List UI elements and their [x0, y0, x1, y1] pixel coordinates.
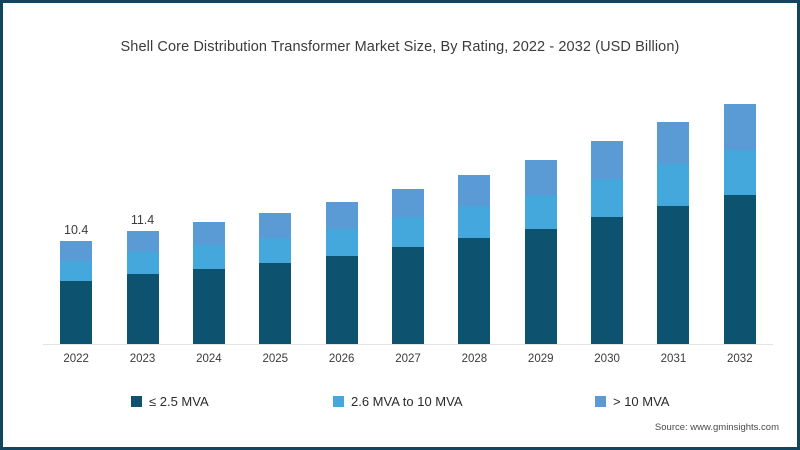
- x-tick-2032: 2032: [727, 353, 753, 365]
- bar-segment-2-6-to-10-mva: [723, 149, 756, 196]
- bar-column-2029: [524, 159, 557, 344]
- bar-segment-up-to-2-5-mva: [392, 246, 424, 344]
- bar-segment-2-6-to-10-mva: [524, 194, 557, 230]
- bar-segment-2-6-to-10-mva: [458, 206, 491, 239]
- bar-segment-up-to-2-5-mva: [60, 280, 93, 344]
- bar-segment-above-10-mva: [126, 231, 159, 252]
- legend-item-3[interactable]: > 10 MVA: [595, 394, 669, 409]
- x-tick-2029: 2029: [527, 353, 554, 365]
- legend-label-2: 2.6 MVA to 10 MVA: [351, 394, 463, 409]
- legend-swatch-icon-2: [333, 396, 344, 407]
- bar-segment-up-to-2-5-mva: [723, 195, 756, 344]
- bar-segment-above-10-mva: [392, 188, 424, 218]
- bar-segment-above-10-mva: [657, 122, 690, 164]
- legend-item-2[interactable]: 2.6 MVA to 10 MVA: [333, 394, 463, 409]
- x-tick-2024: 2024: [196, 353, 222, 365]
- bar-segment-2-6-to-10-mva: [192, 244, 225, 269]
- bar-segment-above-10-mva: [192, 222, 225, 245]
- bar-segment-2-6-to-10-mva: [591, 178, 624, 218]
- bar-column-2025: [259, 213, 292, 344]
- bar-segment-2-6-to-10-mva: [392, 217, 424, 247]
- bar-segment-2-6-to-10-mva: [657, 163, 690, 207]
- bar-segment-up-to-2-5-mva: [126, 273, 159, 344]
- x-tick-2022: 2022: [63, 353, 89, 365]
- bar-segment-up-to-2-5-mva: [657, 206, 690, 344]
- bar-segment-2-6-to-10-mva: [126, 251, 159, 274]
- bar-column-2027: [392, 188, 424, 344]
- bar-segment-up-to-2-5-mva: [458, 238, 491, 344]
- bar-segment-up-to-2-5-mva: [524, 229, 557, 344]
- x-tick-2028: 2028: [461, 353, 488, 365]
- legend-swatch-icon-3: [595, 396, 606, 407]
- bar-column-2023: 11.4: [126, 213, 159, 344]
- bar-segment-up-to-2-5-mva: [325, 255, 358, 344]
- x-tick-2031: 2031: [660, 353, 687, 365]
- bar-value-label-2023: 11.4: [130, 213, 155, 228]
- bar-segment-above-10-mva: [60, 241, 93, 261]
- bar-segment-2-6-to-10-mva: [60, 260, 93, 281]
- bar-column-2031: [657, 122, 690, 344]
- x-tick-2025: 2025: [262, 353, 289, 365]
- bar-segment-up-to-2-5-mva: [591, 217, 624, 344]
- bar-segment-above-10-mva: [458, 174, 491, 207]
- legend-item-1[interactable]: ≤ 2.5 MVA: [131, 394, 209, 409]
- x-axis-baseline: [43, 344, 773, 345]
- source-attribution: Source: www.gminsights.com: [654, 422, 779, 433]
- bar-column-2030: [591, 141, 624, 344]
- bar-segment-up-to-2-5-mva: [192, 268, 225, 344]
- x-tick-2026: 2026: [328, 353, 355, 365]
- bar-column-2032: [723, 104, 756, 344]
- bar-column-2022: 10.4: [60, 223, 93, 344]
- bar-segment-up-to-2-5-mva: [259, 262, 292, 344]
- chart-title: Shell Core Distribution Transformer Mark…: [120, 39, 680, 55]
- bar-segment-above-10-mva: [723, 104, 756, 150]
- bar-segment-2-6-to-10-mva: [325, 229, 358, 256]
- legend-label-3: > 10 MVA: [613, 394, 670, 409]
- bar-segment-above-10-mva: [325, 202, 358, 230]
- bar-column-2026: [325, 202, 358, 344]
- bar-column-2024: [192, 222, 225, 344]
- bar-segment-2-6-to-10-mva: [259, 238, 292, 263]
- legend-label-1: ≤ 2.5 MVA: [149, 394, 209, 409]
- legend-swatch-icon-1: [131, 396, 142, 407]
- bar-value-label-2022: 10.4: [64, 223, 89, 238]
- bar-segment-above-10-mva: [524, 159, 557, 195]
- bar-column-2028: [458, 174, 491, 344]
- bar-segment-above-10-mva: [591, 141, 624, 179]
- bar-segment-above-10-mva: [259, 213, 292, 239]
- x-tick-2027: 2027: [395, 353, 421, 365]
- x-tick-2023: 2023: [129, 353, 156, 365]
- x-tick-2030: 2030: [594, 353, 620, 365]
